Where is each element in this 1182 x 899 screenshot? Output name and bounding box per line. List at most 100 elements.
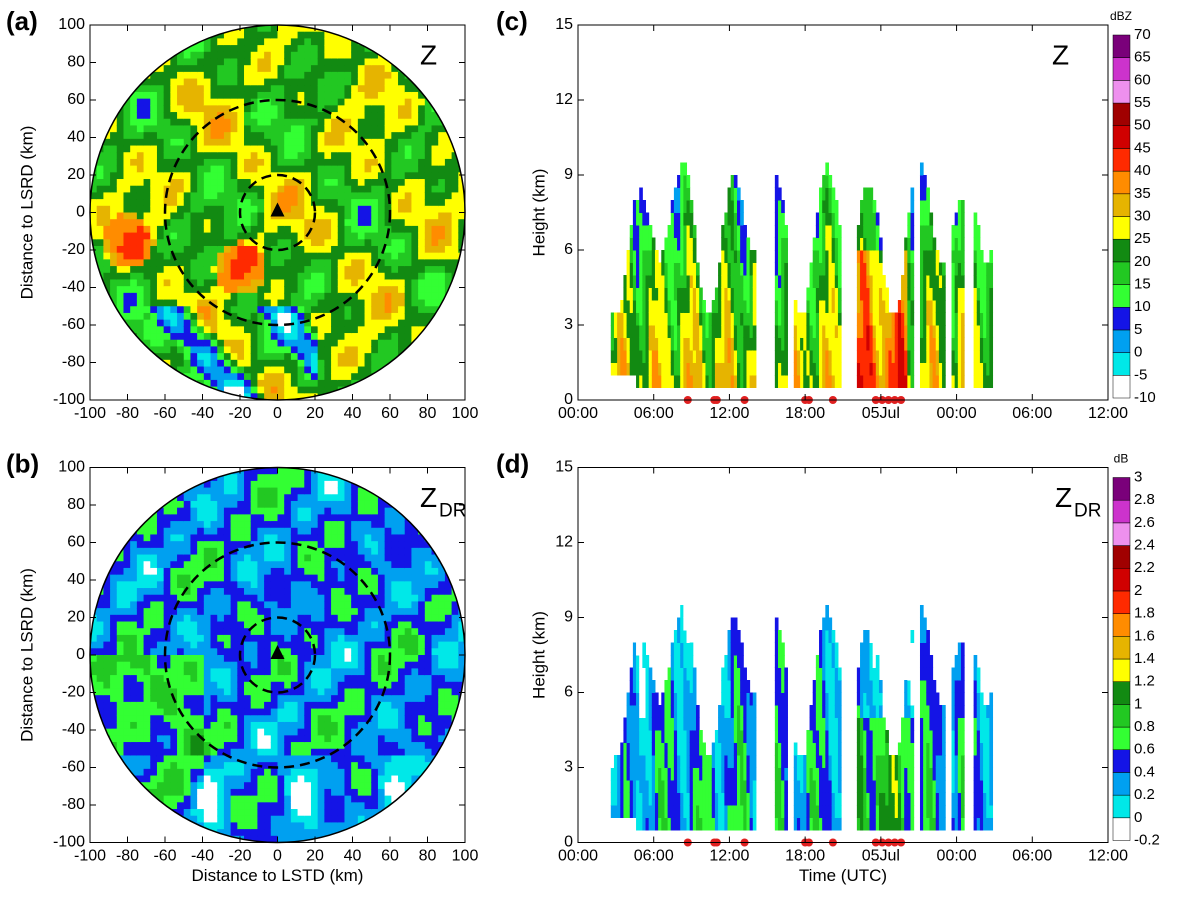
radar-cell xyxy=(338,816,345,823)
radar-cell xyxy=(204,326,211,333)
radar-cell xyxy=(190,199,197,206)
radar-cell xyxy=(318,320,325,327)
y-tick-label: 20 xyxy=(67,166,85,183)
radar-cell xyxy=(224,239,231,246)
radar-cell xyxy=(170,655,177,662)
radar-cell xyxy=(344,226,351,233)
radar-cell xyxy=(184,199,191,206)
radar-cell xyxy=(123,279,130,286)
radar-cell xyxy=(324,192,331,199)
radar-cell xyxy=(137,72,144,79)
radar-cell xyxy=(150,541,157,548)
radar-cell xyxy=(157,755,164,762)
radar-cell xyxy=(190,259,197,266)
radar-cell xyxy=(304,273,311,280)
radar-cell xyxy=(217,521,224,528)
radar-cell xyxy=(324,45,331,52)
radar-cell xyxy=(150,776,157,783)
radar-cell xyxy=(217,622,224,629)
radar-cell xyxy=(264,662,271,669)
radar-cell xyxy=(318,702,325,709)
radar-cell xyxy=(318,333,325,340)
radar-cell xyxy=(365,521,372,528)
radar-cell xyxy=(358,615,365,622)
radar-cell xyxy=(244,769,251,776)
radar-cell xyxy=(318,528,325,535)
radar-cell xyxy=(211,662,218,669)
radar-cell xyxy=(371,58,378,65)
radar-cell xyxy=(371,85,378,92)
radar-cell xyxy=(358,125,365,132)
radar-cell xyxy=(197,635,204,642)
radar-cell xyxy=(318,742,325,749)
radar-cell xyxy=(344,635,351,642)
radar-cell xyxy=(324,300,331,307)
radar-cell xyxy=(103,233,110,240)
radar-cell xyxy=(117,568,124,575)
radar-cell xyxy=(150,715,157,722)
radar-cell xyxy=(237,749,244,756)
radar-cell xyxy=(211,266,218,273)
radar-cell xyxy=(251,253,258,260)
radar-cell xyxy=(190,715,197,722)
radar-cell xyxy=(344,119,351,126)
radar-cell xyxy=(177,608,184,615)
radar-cell xyxy=(324,702,331,709)
radar-cell xyxy=(137,112,144,119)
radar-cell xyxy=(324,695,331,702)
radar-cell xyxy=(452,219,459,226)
radar-cell xyxy=(251,769,258,776)
radar-cell xyxy=(211,702,218,709)
radar-cell xyxy=(251,380,258,387)
radar-cell xyxy=(237,481,244,488)
radar-cell xyxy=(338,65,345,72)
radar-cell xyxy=(318,655,325,662)
radar-cell xyxy=(318,213,325,220)
radar-cell xyxy=(217,320,224,327)
radar-cell xyxy=(324,682,331,689)
x-tick-label: 20 xyxy=(306,405,324,422)
radar-cell xyxy=(123,206,130,213)
radar-cell xyxy=(244,474,251,481)
radar-cell xyxy=(264,52,271,59)
radar-cell xyxy=(432,152,439,159)
radar-cell xyxy=(304,715,311,722)
radar-cell xyxy=(271,796,278,803)
radar-cell xyxy=(278,608,285,615)
radar-cell xyxy=(97,253,104,260)
radar-cell xyxy=(103,628,110,635)
radar-cell xyxy=(204,755,211,762)
radar-cell xyxy=(411,119,418,126)
radar-cell xyxy=(358,300,365,307)
radar-cell xyxy=(204,186,211,193)
radar-cell xyxy=(157,266,164,273)
radar-cell xyxy=(311,488,318,495)
radar-cell xyxy=(391,729,398,736)
radar-cell xyxy=(371,159,378,166)
radar-cell xyxy=(177,353,184,360)
radar-cell xyxy=(164,514,171,521)
radar-cell xyxy=(278,595,285,602)
radar-cell xyxy=(164,159,171,166)
radar-cell xyxy=(144,729,151,736)
radar-cell xyxy=(217,809,224,816)
radar-cell xyxy=(204,782,211,789)
radar-cell xyxy=(338,802,345,809)
radar-cell xyxy=(391,186,398,193)
radar-cell xyxy=(251,206,258,213)
radar-cell xyxy=(378,219,385,226)
radar-cell xyxy=(157,762,164,769)
radar-cell xyxy=(177,581,184,588)
radar-cell xyxy=(217,186,224,193)
y-tick-label: 0 xyxy=(76,204,85,221)
radar-cell xyxy=(344,809,351,816)
radar-cell xyxy=(365,213,372,220)
radar-cell xyxy=(391,702,398,709)
radar-cell xyxy=(371,99,378,106)
radar-cell xyxy=(164,353,171,360)
radar-cell xyxy=(144,326,151,333)
radar-cell xyxy=(418,105,425,112)
radar-cell xyxy=(177,65,184,72)
radar-cell xyxy=(351,668,358,675)
radar-cell xyxy=(338,380,345,387)
